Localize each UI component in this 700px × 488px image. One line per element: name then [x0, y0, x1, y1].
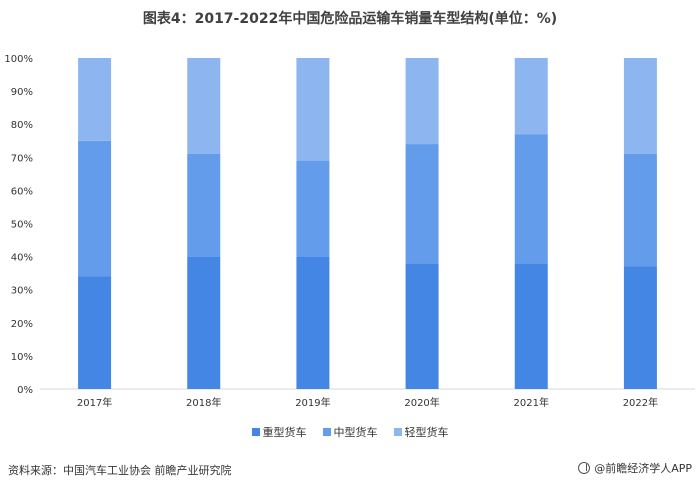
bar-segment — [296, 160, 330, 257]
bar-segment — [78, 276, 112, 389]
legend-label: 轻型货车 — [404, 426, 449, 439]
bar-segment — [78, 58, 112, 141]
brand-logo-icon — [578, 462, 591, 474]
legend-item-heavy: 重型货车 — [251, 424, 307, 440]
y-tick-label: 40% — [11, 253, 33, 264]
bar-segment — [514, 263, 548, 389]
x-tick-label: 2021年 — [514, 396, 549, 409]
y-tick-label: 0% — [17, 385, 33, 396]
bar-segment — [296, 58, 330, 161]
bar-segment — [78, 140, 112, 277]
y-tick-label: 20% — [11, 319, 33, 330]
bar-segment — [514, 134, 548, 264]
bar-segment — [187, 153, 221, 257]
bar-segment — [405, 58, 439, 145]
legend-label: 重型货车 — [262, 426, 307, 439]
legend-item-light: 轻型货车 — [393, 424, 449, 440]
y-tick-label: 90% — [11, 87, 33, 98]
x-tick-label: 2018年 — [186, 396, 221, 409]
bar-segment — [514, 58, 548, 135]
y-tick-label: 50% — [11, 220, 33, 231]
y-tick-label: 10% — [11, 352, 33, 363]
bar-segment — [187, 256, 221, 389]
y-tick-label: 70% — [11, 153, 33, 164]
chart-legend: 重型货车 中型货车 轻型货车 — [0, 424, 700, 440]
chart-title: 图表4：2017-2022年中国危险品运输车销量车型结构(单位：%) — [142, 11, 558, 27]
bar-segment — [296, 256, 330, 389]
legend-item-medium: 中型货车 — [322, 424, 378, 440]
legend-swatch — [322, 428, 331, 436]
legend-swatch — [251, 428, 260, 436]
bar-segment — [187, 58, 221, 154]
x-tick-label: 2019年 — [295, 396, 330, 409]
bar-segment — [623, 58, 657, 154]
legend-label: 中型货车 — [333, 426, 378, 439]
y-tick-label: 80% — [11, 120, 33, 131]
watermark-text: 前瞻产业研究院 — [550, 136, 696, 236]
bar-segment — [623, 153, 657, 267]
source-note: 资料来源：中国汽车工业协会 前瞻产业研究院 — [8, 464, 232, 477]
y-tick-label: 30% — [11, 286, 33, 297]
bar-segment — [405, 144, 439, 264]
legend-swatch — [393, 428, 402, 436]
x-tick-label: 2017年 — [77, 396, 112, 409]
y-tick-label: 100% — [4, 54, 33, 65]
x-tick-label: 2022年 — [623, 396, 658, 409]
bar-segment — [405, 263, 439, 389]
x-tick-label: 2020年 — [404, 396, 439, 409]
watermark-text: 前瞻产业研究院 — [50, 286, 196, 386]
y-tick-label: 60% — [11, 186, 33, 197]
bar-segment — [623, 266, 657, 389]
brand-text: @前瞻经济学人APP — [594, 462, 692, 475]
brand-mark: @前瞻经济学人APP — [578, 460, 692, 476]
